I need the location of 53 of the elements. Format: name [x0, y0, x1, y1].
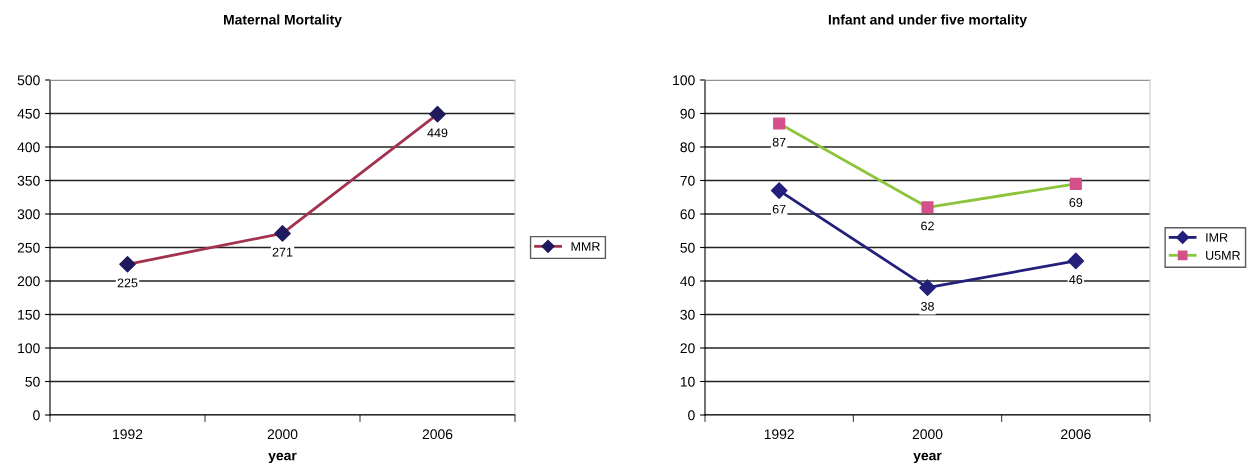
point — [274, 225, 291, 242]
y-tick-label: 150 — [18, 309, 40, 320]
point — [1067, 252, 1085, 270]
point — [921, 201, 934, 214]
y-tick-label: 0 — [33, 410, 40, 421]
y-tick-label: 30 — [680, 309, 695, 320]
x-axis-title: year — [268, 452, 297, 464]
y-tick-label: 90 — [680, 108, 695, 119]
legend-label: U5MR — [1206, 251, 1240, 260]
y-tick-label: 100 — [18, 343, 40, 354]
x-tick-label: 2006 — [1061, 429, 1091, 440]
data-label: 225 — [117, 278, 138, 288]
data-label: 87 — [772, 137, 786, 147]
y-tick-label: 40 — [680, 276, 695, 287]
y-tick-label: 450 — [17, 108, 40, 119]
point — [770, 182, 788, 199]
y-tick-label: 70 — [680, 175, 695, 186]
y-tick-label: 300 — [17, 209, 40, 220]
y-tick-label: 80 — [680, 142, 695, 153]
y-tick-label: 50 — [680, 242, 695, 253]
y-tick-label: 500 — [17, 75, 40, 86]
x-tick-label: 1992 — [113, 429, 143, 440]
y-tick-label: 50 — [25, 376, 40, 387]
x-tick-label: 1992 — [764, 429, 794, 440]
y-tick-label: 60 — [680, 209, 695, 220]
point — [773, 117, 786, 130]
data-label: 38 — [921, 301, 934, 311]
x-axis-title: year — [913, 452, 942, 464]
x-tick-label: 2000 — [267, 429, 298, 440]
legend-label: IMR — [1206, 233, 1228, 242]
point — [119, 255, 136, 273]
data-label: 46 — [1069, 275, 1083, 284]
data-label: 62 — [921, 221, 934, 231]
x-tick-label: 2006 — [422, 429, 453, 440]
y-tick-label: 250 — [17, 242, 40, 253]
data-label: 69 — [1069, 198, 1083, 207]
point — [429, 105, 446, 123]
point — [1069, 177, 1082, 190]
chart-title: Infant and under five mortality — [828, 14, 1027, 28]
point — [919, 279, 936, 297]
y-tick-label: 200 — [17, 276, 40, 287]
y-tick-label: 100 — [673, 75, 695, 86]
data-label: 449 — [427, 128, 448, 138]
y-tick-label: 400 — [17, 142, 40, 153]
y-tick-label: 20 — [680, 343, 695, 354]
chart-title: Maternal Mortality — [224, 14, 342, 28]
x-tick-label: 2000 — [912, 429, 943, 440]
y-tick-label: 10 — [680, 376, 695, 387]
y-tick-label: 0 — [688, 410, 695, 421]
legend-label: MMR — [571, 242, 600, 251]
data-label: 67 — [772, 204, 786, 214]
data-label: 271 — [272, 247, 293, 257]
y-tick-label: 350 — [17, 175, 40, 186]
